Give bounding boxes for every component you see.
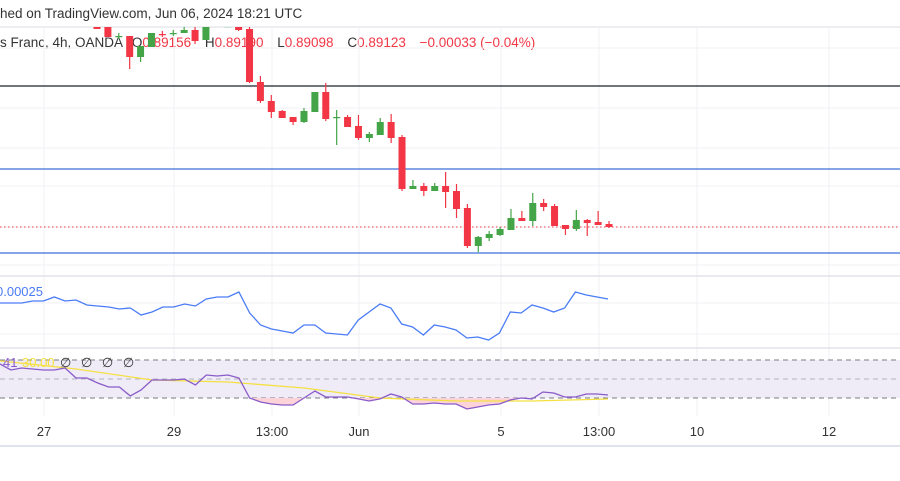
publish-header: hed on TradingView.com, Jun 06, 2024 18:… bbox=[0, 0, 900, 28]
x-tick-label: Jun bbox=[348, 424, 370, 439]
na-label: ∅ bbox=[60, 355, 72, 370]
candle-body bbox=[354, 126, 362, 138]
candle-body bbox=[137, 46, 145, 57]
indicator-value-label: 0.00025 bbox=[0, 284, 43, 299]
candle-body bbox=[180, 30, 188, 33]
rsi-ma-label: 30.00 bbox=[22, 355, 55, 370]
candle-body bbox=[605, 224, 613, 227]
x-tick-label: 5 bbox=[497, 424, 505, 439]
candle-body bbox=[256, 82, 264, 101]
candle-body bbox=[202, 27, 210, 40]
change-value: −0.00033 (−0.04%) bbox=[419, 35, 536, 50]
candle-body bbox=[594, 222, 602, 225]
indicator-line bbox=[0, 291, 609, 341]
candle-body bbox=[267, 101, 275, 112]
candle-body bbox=[169, 33, 177, 35]
candle-body bbox=[376, 122, 384, 135]
candle-body bbox=[507, 218, 515, 230]
x-tick-label: 12 bbox=[821, 424, 837, 439]
candle-body bbox=[420, 186, 428, 191]
candle-body bbox=[474, 237, 482, 246]
na-label: ∅ bbox=[80, 355, 93, 370]
published-text: hed on TradingView.com, Jun 06, 2024 18:… bbox=[0, 6, 303, 21]
candle-body bbox=[572, 220, 580, 229]
x-tick-label: 27 bbox=[36, 424, 52, 439]
candle-body bbox=[333, 117, 341, 119]
candle-body bbox=[246, 29, 254, 82]
na-label: ∅ bbox=[101, 355, 114, 370]
symbol-name[interactable]: s Franc, 4h, OANDA bbox=[0, 35, 124, 50]
x-tick-label: 13:00 bbox=[582, 424, 616, 439]
rsi-value-label: 41 bbox=[3, 355, 18, 370]
candle-body bbox=[104, 27, 112, 37]
candle-body bbox=[115, 36, 123, 38]
candle-body bbox=[224, 27, 232, 28]
high-label: H bbox=[204, 35, 215, 50]
candle-body bbox=[289, 117, 297, 122]
candle-body bbox=[463, 208, 471, 246]
rsi-na-labels: ∅ ∅ ∅ ∅ bbox=[60, 355, 134, 371]
candle-body bbox=[191, 30, 199, 41]
candle-body bbox=[235, 27, 243, 30]
candle-body bbox=[485, 234, 493, 238]
candle-body bbox=[93, 27, 101, 29]
candle-body bbox=[300, 111, 308, 122]
candle-body bbox=[540, 203, 548, 207]
low-label: L bbox=[277, 35, 285, 50]
symbol-legend: s Franc, 4h, OANDA O0.89156 H0.89190 L0.… bbox=[0, 35, 540, 50]
candle-body bbox=[431, 186, 439, 191]
candle-body bbox=[344, 117, 352, 127]
candle-body bbox=[442, 186, 450, 192]
candle-body bbox=[213, 19, 220, 21]
x-tick-label: 29 bbox=[166, 424, 182, 439]
candle-body bbox=[387, 122, 395, 138]
candle-body bbox=[322, 92, 330, 119]
close-label: C bbox=[347, 35, 358, 50]
candle-body bbox=[278, 111, 286, 118]
candle-body bbox=[365, 134, 373, 138]
x-tick-label: 13:00 bbox=[255, 424, 289, 439]
candle-body bbox=[409, 186, 417, 189]
low-value: 0.89098 bbox=[284, 35, 334, 50]
candle-body bbox=[311, 92, 319, 112]
candles-group bbox=[0, 19, 900, 254]
candle-body bbox=[453, 191, 461, 209]
na-label: ∅ bbox=[122, 355, 135, 370]
candle-body bbox=[147, 33, 155, 47]
candle-body bbox=[398, 137, 406, 189]
candle-body bbox=[158, 34, 166, 36]
rsi-line bbox=[0, 363, 609, 410]
close-value: 0.89123 bbox=[357, 35, 406, 50]
x-tick-label: 10 bbox=[689, 424, 705, 439]
candle-body bbox=[496, 229, 504, 235]
candle-body bbox=[583, 220, 591, 223]
open-label: O bbox=[131, 35, 143, 50]
candle-body bbox=[561, 225, 569, 229]
candle-body bbox=[551, 206, 559, 226]
candle-body bbox=[518, 218, 526, 221]
candle-body bbox=[529, 203, 537, 221]
candle-body bbox=[126, 36, 134, 57]
